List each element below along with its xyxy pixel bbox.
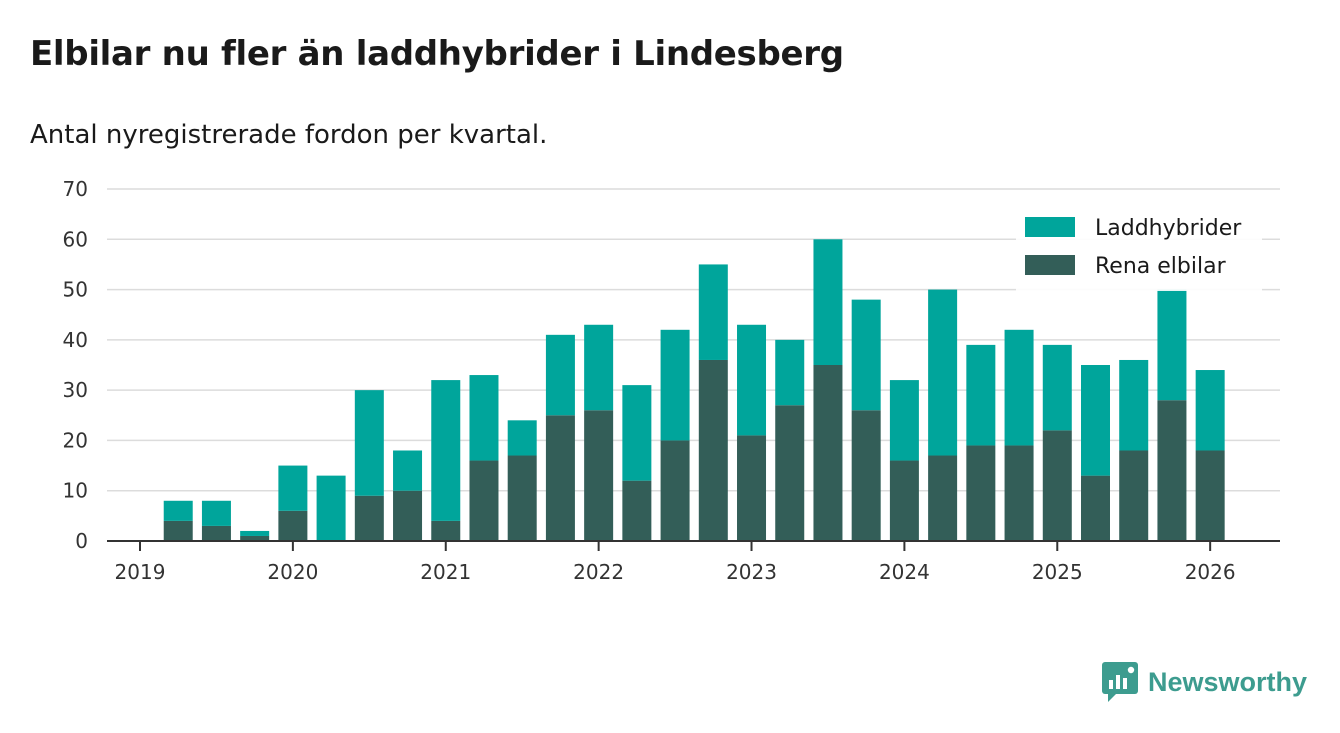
bar-rena-elbilar-16	[737, 435, 767, 541]
bar-rena-elbilar-13	[622, 480, 652, 541]
bar-laddhybrider-13	[622, 385, 652, 481]
legend-label-rena-elbilar: Rena elbilar	[1095, 254, 1227, 279]
bar-laddhybrider-26	[1119, 359, 1149, 451]
bar-laddhybrider-23	[1004, 329, 1034, 446]
bar-rena-elbilar-18	[813, 365, 843, 541]
bar-rena-elbilar-17	[775, 405, 805, 541]
bar-rena-elbilar-25	[1081, 475, 1110, 541]
axes: 0 10 20 30 40 50 60 70 2019 2020 2021 2022 2023 2024 2…	[63, 177, 1280, 584]
legend-swatch-rena-elbilar	[1025, 255, 1075, 275]
bar-laddhybrider-1	[163, 500, 193, 521]
x-tick-label: 2025	[1032, 560, 1083, 584]
y-tick-label: 60	[63, 227, 88, 251]
bar-rena-elbilar-8	[431, 520, 461, 541]
bar-rena-elbilar-4	[278, 510, 308, 541]
bar-rena-elbilar-23	[1004, 445, 1034, 541]
bar-rena-elbilar-24	[1042, 430, 1072, 541]
bar-rena-elbilar-26	[1119, 450, 1149, 541]
bar-laddhybrider-28	[1195, 370, 1225, 451]
bar-laddhybrider-9	[469, 375, 499, 461]
bar-laddhybrider-19	[851, 299, 881, 411]
x-tick-label: 2020	[267, 560, 318, 584]
y-tick-label: 40	[63, 328, 88, 352]
bar-laddhybrider-7	[393, 450, 423, 491]
bar-laddhybrider-14	[660, 329, 690, 441]
y-tick-label: 20	[63, 428, 88, 452]
legend-swatch-laddhybrider	[1025, 217, 1075, 237]
bar-rena-elbilar-6	[354, 495, 384, 541]
bar-laddhybrider-4	[278, 465, 308, 511]
bar-laddhybrider-5	[316, 475, 346, 541]
bar-laddhybrider-15	[698, 264, 728, 360]
bar-laddhybrider-6	[354, 390, 384, 496]
y-tick-label: 70	[63, 177, 88, 201]
bar-laddhybrider-3	[240, 530, 270, 536]
bar-laddhybrider-2	[201, 500, 231, 526]
bar-laddhybrider-11	[545, 334, 575, 416]
bar-rena-elbilar-14	[660, 440, 690, 541]
bar-rena-elbilar-2	[201, 525, 231, 541]
x-tick-label: 2021	[420, 560, 471, 584]
bar-rena-elbilar-27	[1157, 400, 1187, 541]
bar-rena-elbilar-22	[966, 445, 996, 541]
brand: Newsworthy	[1102, 662, 1307, 702]
bar-rena-elbilar-15	[698, 359, 728, 541]
x-tick-label: 2024	[879, 560, 930, 584]
brand-name: Newsworthy	[1148, 666, 1308, 697]
bar-laddhybrider-20	[889, 380, 919, 461]
bar-rena-elbilar-19	[851, 410, 881, 541]
y-tick-label: 30	[63, 378, 88, 402]
bar-laddhybrider-18	[813, 239, 843, 365]
bar-rena-elbilar-11	[545, 415, 575, 541]
bar-laddhybrider-27	[1157, 289, 1187, 401]
bar-laddhybrider-17	[775, 339, 805, 406]
y-tick-label: 50	[63, 278, 88, 302]
bar-rena-elbilar-1	[163, 520, 193, 541]
bar-rena-elbilar-21	[928, 455, 958, 541]
y-tick-label: 0	[75, 529, 88, 553]
y-tick-label: 10	[63, 479, 88, 503]
x-tick-label: 2022	[573, 560, 624, 584]
bar-rena-elbilar-7	[393, 490, 423, 541]
bar-laddhybrider-24	[1042, 344, 1072, 431]
bar-laddhybrider-22	[966, 344, 996, 446]
bar-laddhybrider-8	[431, 380, 461, 521]
bar-laddhybrider-25	[1081, 365, 1110, 476]
chart-title: Elbilar nu fler än laddhybrider i Lindes…	[30, 34, 844, 74]
bars	[163, 239, 1225, 541]
bar-rena-elbilar-20	[889, 460, 919, 541]
bar-laddhybrider-12	[584, 324, 614, 411]
chart-subtitle: Antal nyregistrerade fordon per kvartal.	[30, 120, 548, 150]
bar-laddhybrider-16	[737, 324, 767, 436]
bar-rena-elbilar-28	[1195, 450, 1225, 541]
bar-rena-elbilar-3	[240, 535, 270, 541]
bar-rena-elbilar-9	[469, 460, 499, 541]
x-tick-label: 2019	[115, 560, 166, 584]
x-tick-label: 2023	[726, 560, 777, 584]
x-tick-label: 2026	[1185, 560, 1236, 584]
bar-laddhybrider-21	[928, 289, 958, 456]
bar-laddhybrider-10	[507, 420, 537, 456]
bar-rena-elbilar-12	[584, 410, 614, 541]
legend: Laddhybrider Rena elbilar	[1016, 205, 1262, 291]
legend-label-laddhybrider: Laddhybrider	[1095, 216, 1242, 241]
bar-rena-elbilar-10	[507, 455, 537, 541]
newsworthy-logo-icon	[1102, 662, 1138, 702]
